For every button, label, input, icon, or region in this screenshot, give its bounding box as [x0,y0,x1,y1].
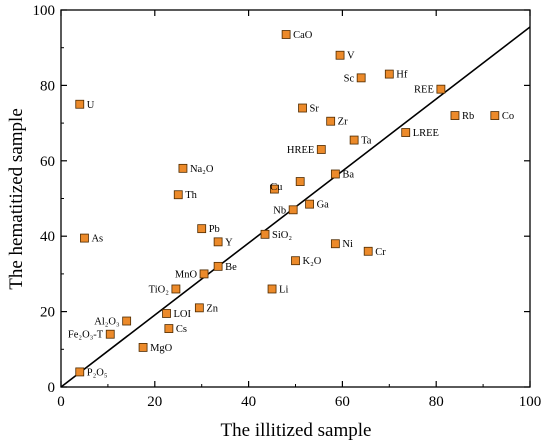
point-nb [288,205,298,215]
point-al2o3 [122,316,132,326]
point-hree [316,145,326,154]
point-ba [330,169,340,179]
point-as [80,233,89,243]
x-tick-label: 40 [241,394,256,410]
label-pb: Pb [209,224,220,235]
label-k2o: K₂O [303,256,322,267]
label-lree: LREE [413,128,439,139]
label-mgo: MgO [150,343,173,354]
x-tick-label: 100 [519,394,542,410]
point-ni [330,239,340,249]
axes: 0 20 40 60 80 100 0 20 40 60 80 100 [33,3,542,410]
point-mgo [138,343,148,352]
data-labels: CaO V Sc Hf REE U Sr Rb Co Zr LREE Ta HREE Na₂O Ba Th Ga… [68,30,514,378]
label-mno: MnO [175,269,198,280]
label-li: Li [279,284,288,295]
point-cu [295,177,305,186]
point-pb [197,224,207,234]
y-tick-label: 0 [48,380,56,396]
x-axis-title: The illitized sample [221,420,372,441]
label-sr: Sr [310,104,320,115]
point-fe2o3-t [105,329,115,339]
point-co [490,111,500,120]
point-u [75,99,85,109]
label-sio2: SiO₂ [272,230,292,241]
point-loi [162,309,171,318]
x-tick-label: 20 [147,394,162,410]
y-tick-label: 100 [33,3,56,19]
point-zr [326,116,336,126]
point-cao [281,30,291,39]
point-be [213,261,223,271]
label-al2o3: Al₂O₃ [94,317,120,328]
label-ga: Ga [317,200,330,211]
y-tick-label: 20 [40,305,55,321]
point-p2o5 [75,367,85,377]
label-zr: Zr [338,117,348,128]
label-nb: Nb [273,205,286,216]
label-v: V [347,51,355,62]
label-ba: Ba [342,169,354,180]
y-tick-label: 80 [40,78,55,94]
point-cr [363,246,373,256]
label-na2o: Na₂O [190,164,214,175]
label-as: As [91,234,103,245]
point-lree [401,128,411,137]
point-sc [356,73,366,83]
point-hf [384,69,394,79]
label-tio2: TiO₂ [149,284,170,295]
label-u: U [87,100,95,111]
x-tick-label: 60 [335,394,350,410]
point-k2o [291,256,300,266]
label-th: Th [185,190,197,201]
point-cs [164,324,174,333]
point-li [267,284,277,294]
label-p2o5: P₂O₅ [87,367,108,378]
label-cao: CaO [293,30,313,41]
point-unnamed [269,184,279,194]
label-hree: HREE [287,145,314,156]
label-cr: Cr [375,247,386,258]
point-zn [194,303,204,313]
label-ree: REE [414,85,434,96]
point-sio2 [260,229,270,239]
label-hf: Hf [396,70,408,81]
x-tick-label: 0 [57,394,65,410]
point-rb [450,111,460,120]
label-ni: Ni [342,239,353,250]
point-ta [349,135,359,145]
label-cu: Cu [270,182,283,193]
label-zn: Zn [206,303,218,314]
label-be: Be [225,262,237,273]
plot-frame [60,9,531,388]
label-cs: Cs [176,324,187,335]
x-tick-label: 80 [429,394,444,410]
label-fe2o3-t: Fe₂O₃-T [68,330,104,341]
label-loi: LOI [174,309,192,320]
point-mno [199,269,209,279]
y-tick-label: 40 [40,229,55,245]
point-tio2 [171,284,181,294]
label-ta: Ta [361,136,372,147]
point-y [213,237,223,247]
data-points [75,30,500,377]
label-sc: Sc [344,73,355,84]
y-axis-title: The hematitized sample [6,108,27,289]
label-rb: Rb [462,111,474,122]
label-y: Y [225,237,233,248]
point-th [173,190,183,200]
label-co: Co [502,111,514,122]
point-na2o [178,163,188,173]
y-tick-label: 60 [40,154,55,170]
point-ga [305,199,314,209]
point-sr [298,103,307,113]
point-v [335,50,345,60]
point-ree [436,84,446,94]
